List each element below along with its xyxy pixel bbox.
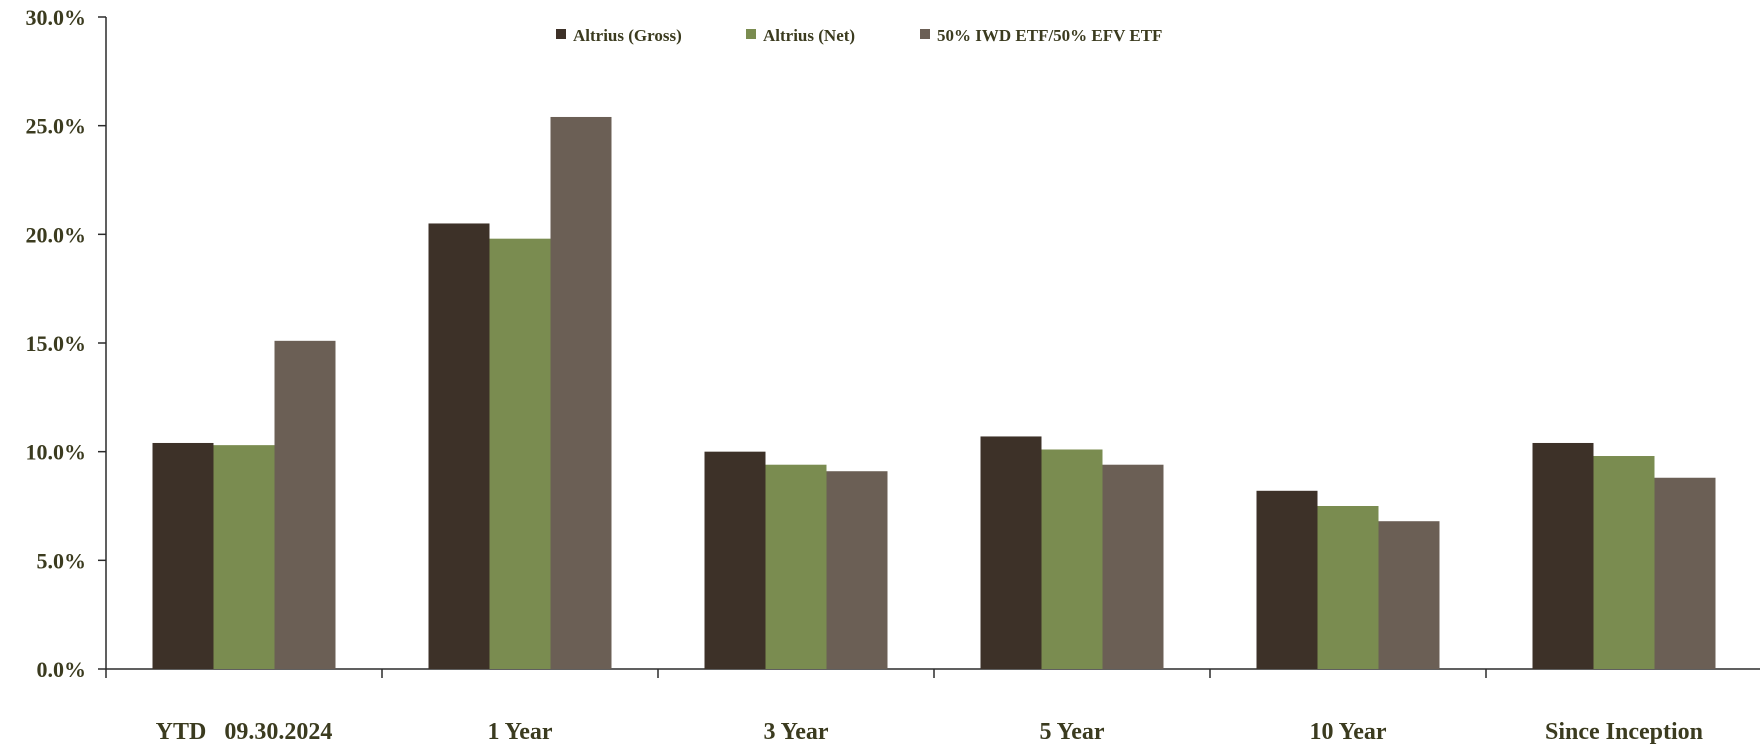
y-tick-label: 15.0%	[26, 331, 87, 356]
legend-swatch	[746, 29, 756, 39]
y-axis: 0.0% 5.0% 10.0% 15.0% 20.0% 25.0% 30.0%	[26, 5, 107, 682]
y-tick-label: 30.0%	[26, 5, 87, 30]
bar-0-3	[980, 436, 1042, 669]
legend-swatch	[920, 29, 930, 39]
y-tick-label: 25.0%	[26, 114, 87, 139]
legend-label: Altrius (Gross)	[573, 26, 682, 45]
bar-1-0	[213, 445, 275, 669]
x-category-label: 5 Year	[1039, 719, 1104, 745]
x-axis: YTD 09.30.2024 1 Year 3 Year 5 Year 10 Year S…	[105, 668, 1760, 745]
legend: Altrius (Gross) Altrius (Net) 50% IWD ETF/…	[556, 26, 1162, 45]
bar-1-4	[1317, 506, 1379, 669]
y-tick-label: 5.0%	[37, 548, 87, 573]
legend-swatch	[556, 29, 566, 39]
bar-0-4	[1256, 490, 1318, 669]
bar-0-2	[704, 451, 766, 669]
y-tick-label: 0.0%	[37, 657, 87, 682]
bar-1-5	[1593, 456, 1655, 669]
bar-1-3	[1041, 449, 1103, 669]
y-tick-label: 20.0%	[26, 222, 87, 247]
bars-group	[152, 116, 1716, 670]
x-category-label: 10 Year	[1309, 719, 1386, 745]
bar-0-5	[1532, 442, 1594, 669]
bar-2-5	[1654, 477, 1716, 669]
bar-1-1	[489, 238, 551, 669]
bar-2-0	[274, 340, 336, 669]
x-category-label: YTD 09.30.2024	[156, 719, 333, 745]
x-category-label: 3 Year	[763, 719, 828, 745]
legend-label: Altrius (Net)	[763, 26, 855, 45]
bar-2-2	[826, 471, 888, 669]
bar-2-3	[1102, 464, 1164, 669]
bar-2-4	[1378, 521, 1440, 669]
bar-0-1	[428, 223, 490, 669]
legend-label: 50% IWD ETF/50% EFV ETF	[937, 26, 1162, 45]
bar-0-0	[152, 442, 214, 669]
bar-1-2	[765, 464, 827, 669]
x-category-label: 1 Year	[487, 719, 552, 745]
bar-2-1	[550, 116, 612, 670]
y-tick-label: 10.0%	[26, 440, 87, 465]
x-category-label: Since Inception	[1545, 719, 1703, 745]
